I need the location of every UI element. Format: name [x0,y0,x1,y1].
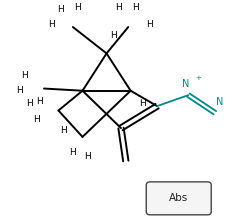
Text: H: H [21,71,28,80]
Text: H: H [146,20,153,29]
Text: H: H [57,5,64,14]
Text: Abs: Abs [169,193,188,203]
Text: H: H [26,99,33,109]
Text: N: N [182,79,190,89]
Text: H: H [36,97,43,106]
Text: H: H [110,31,117,40]
Text: H: H [115,3,122,12]
Text: N: N [216,97,223,107]
Text: H: H [60,126,67,135]
Text: H: H [33,115,40,124]
Text: H: H [16,86,23,95]
Text: H: H [132,3,139,12]
Text: +: + [195,74,201,81]
Text: H: H [74,3,81,12]
FancyBboxPatch shape [146,182,211,215]
Text: H: H [69,148,76,157]
Text: H: H [48,20,55,29]
Text: H: H [84,152,91,161]
Text: H: H [139,99,146,109]
